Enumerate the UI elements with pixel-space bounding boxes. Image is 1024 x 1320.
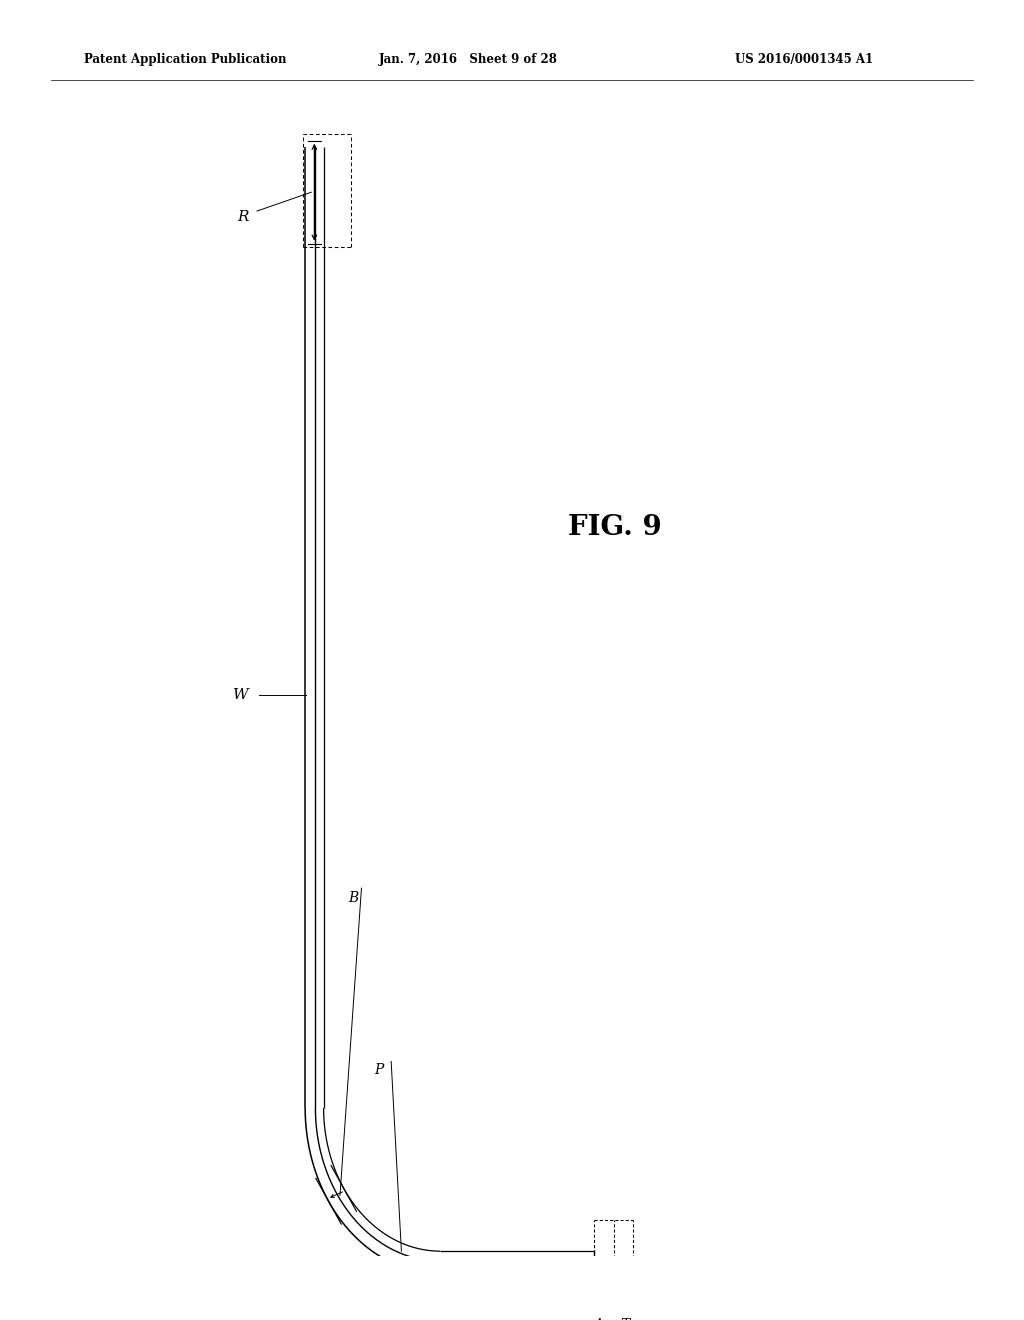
Text: T: T [620, 1317, 630, 1320]
Text: US 2016/0001345 A1: US 2016/0001345 A1 [735, 53, 873, 66]
Text: W: W [233, 688, 249, 702]
Text: Jan. 7, 2016   Sheet 9 of 28: Jan. 7, 2016 Sheet 9 of 28 [379, 53, 558, 66]
Text: FIG. 9: FIG. 9 [567, 513, 662, 541]
Text: A: A [593, 1317, 603, 1320]
Text: P: P [375, 1064, 384, 1077]
Text: B: B [348, 891, 358, 906]
Text: Patent Application Publication: Patent Application Publication [84, 53, 287, 66]
Text: R: R [238, 210, 249, 224]
